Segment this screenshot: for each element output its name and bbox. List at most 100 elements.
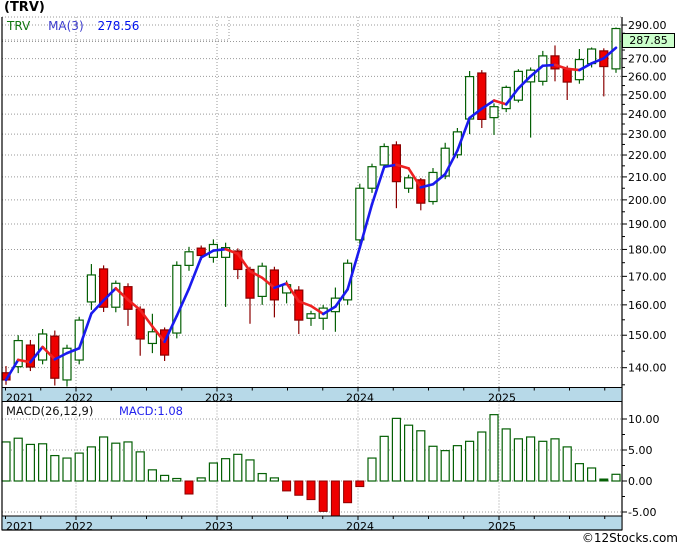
- price-axis-label: 290.00: [628, 19, 667, 32]
- candle-down: [98, 268, 109, 308]
- ma3-line-segment: [187, 256, 203, 290]
- macd-bar-positive: [196, 477, 206, 482]
- ma3-line-segment: [334, 288, 349, 308]
- macd-bar-positive: [172, 477, 182, 482]
- macd-bar-positive: [440, 450, 450, 482]
- ma3-line-segment: [212, 247, 227, 252]
- candle-up: [62, 347, 72, 381]
- ma3-line-segment: [77, 312, 93, 350]
- ma3-line-segment: [492, 99, 508, 106]
- ma3-line-segment: [163, 314, 179, 344]
- macd-bar-positive: [562, 446, 572, 482]
- macd-axis-label: 10.00: [628, 413, 660, 426]
- macd-bar-positive: [586, 467, 597, 482]
- x-axis-band: [1, 515, 623, 531]
- price-axis-label: 230.00: [628, 128, 667, 141]
- ma3-line-segment: [29, 345, 44, 364]
- macd-bar-positive: [135, 451, 145, 482]
- ma3-line-segment: [419, 182, 435, 189]
- candle-down: [477, 72, 487, 121]
- ma3-line-segment: [273, 282, 288, 290]
- macd-bar-positive: [269, 477, 279, 482]
- candle-down: [391, 144, 401, 183]
- ma3-line-segment: [443, 149, 459, 176]
- macd-bar-positive: [245, 459, 255, 482]
- macd-bar-negative: [318, 480, 328, 512]
- price-axis-label: 180.00: [628, 243, 667, 256]
- macd-bar-positive: [513, 438, 524, 482]
- ma3-line-segment: [602, 46, 618, 60]
- ma3-line-segment: [541, 63, 557, 68]
- ma3-line-segment: [260, 276, 276, 290]
- ma3-line-segment: [248, 269, 264, 280]
- candle-up: [111, 282, 121, 308]
- macd-bar-positive: [233, 453, 243, 482]
- candle-down: [294, 289, 304, 321]
- candle-down: [25, 344, 35, 368]
- ma3-line-segment: [529, 64, 545, 78]
- ma3-line-segment: [224, 247, 240, 256]
- macd-legend: MACD(26,12,9) MACD:1.08: [6, 404, 183, 418]
- ma3-line-segment: [126, 298, 142, 312]
- ma3-line-segment: [102, 286, 118, 302]
- macd-bar-negative: [184, 480, 194, 495]
- macd-bar-positive: [111, 442, 121, 482]
- candle-up: [343, 262, 353, 301]
- candle-up: [306, 313, 316, 319]
- macd-bar-positive: [62, 457, 72, 482]
- macd-bar-positive: [428, 445, 438, 482]
- macd-bar-positive: [25, 443, 35, 482]
- year-label: 2023: [205, 392, 233, 405]
- candle-down: [196, 247, 206, 257]
- macd-bar-negative: [343, 480, 353, 504]
- macd-bar-positive: [550, 438, 560, 482]
- candle-up: [13, 339, 23, 368]
- macd-bar-positive: [489, 414, 499, 482]
- price-axis-label: 250.00: [628, 89, 667, 102]
- ma3-line-segment: [553, 63, 569, 71]
- macd-axis-label: 0.00: [628, 475, 653, 488]
- ma3-line-segment: [346, 246, 362, 291]
- macd-bar-positive: [391, 417, 401, 482]
- ma3-line-segment: [90, 299, 105, 315]
- macd-bar-positive: [74, 452, 84, 482]
- macd-bar-positive: [13, 437, 23, 482]
- macd-bar-positive: [404, 424, 414, 482]
- ma3-line-segment: [65, 346, 81, 355]
- ma3-line-segment: [382, 163, 398, 169]
- x-axis-band: [1, 387, 623, 402]
- candle-up: [404, 177, 414, 189]
- candle-up: [147, 331, 157, 345]
- macd-bar-dash: [599, 478, 609, 482]
- macd-bar-positive: [525, 436, 536, 482]
- candle-up: [440, 147, 450, 177]
- ma3-line-segment: [358, 202, 374, 249]
- macd-bar-positive: [1, 441, 11, 482]
- candle-up: [355, 187, 365, 241]
- ma3-line-segment: [480, 99, 496, 110]
- macd-bar-positive: [538, 440, 548, 482]
- macd-bar-positive: [379, 435, 389, 482]
- price-axis-label: 240.00: [628, 108, 667, 121]
- price-axis-label: 140.00: [628, 362, 667, 375]
- candle-up: [184, 251, 194, 266]
- chart-legend: TRV MA(3) 278.56: [7, 19, 139, 33]
- price-axis-label: 270.00: [628, 53, 667, 66]
- ma3-line-segment: [565, 67, 581, 72]
- ma3-line-segment: [41, 345, 57, 361]
- macd-bar-positive: [501, 428, 511, 482]
- candle-down: [550, 55, 560, 70]
- macd-bar-positive: [208, 462, 218, 482]
- macd-bar-positive: [147, 469, 157, 482]
- macd-bar-positive: [98, 436, 109, 482]
- year-label: 2025: [488, 392, 516, 405]
- macd-axis-label: 5.00: [628, 444, 653, 457]
- ma3-line-segment: [517, 74, 532, 90]
- ma3-line-segment: [175, 287, 191, 318]
- year-label: 2024: [346, 520, 374, 533]
- ma3-line-segment: [199, 249, 215, 259]
- macd-bar-negative: [282, 480, 292, 492]
- candle-up: [221, 247, 231, 258]
